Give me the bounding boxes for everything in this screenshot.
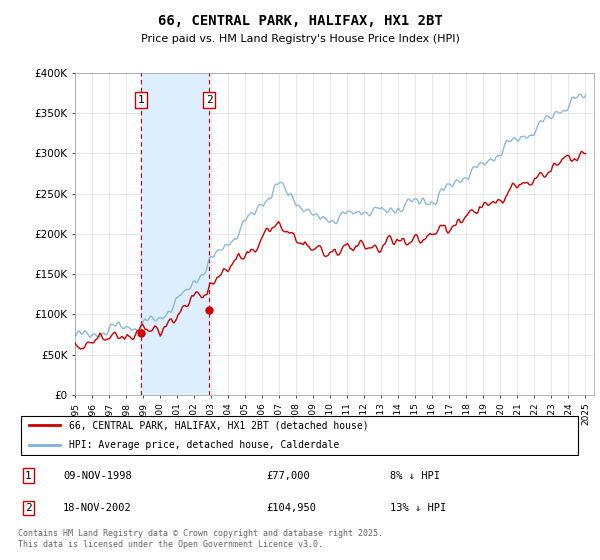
Text: 8% ↓ HPI: 8% ↓ HPI — [390, 471, 440, 480]
Text: 66, CENTRAL PARK, HALIFAX, HX1 2BT (detached house): 66, CENTRAL PARK, HALIFAX, HX1 2BT (deta… — [69, 421, 368, 430]
Text: 2: 2 — [206, 95, 212, 105]
Text: £77,000: £77,000 — [266, 471, 310, 480]
Text: 09-NOV-1998: 09-NOV-1998 — [63, 471, 132, 480]
Text: HPI: Average price, detached house, Calderdale: HPI: Average price, detached house, Cald… — [69, 441, 339, 450]
FancyBboxPatch shape — [21, 416, 578, 455]
Text: £104,950: £104,950 — [266, 503, 316, 513]
Text: 18-NOV-2002: 18-NOV-2002 — [63, 503, 132, 513]
Text: 66, CENTRAL PARK, HALIFAX, HX1 2BT: 66, CENTRAL PARK, HALIFAX, HX1 2BT — [158, 14, 442, 28]
Text: 2: 2 — [25, 503, 32, 513]
Text: Contains HM Land Registry data © Crown copyright and database right 2025.
This d: Contains HM Land Registry data © Crown c… — [18, 529, 383, 549]
Bar — [140, 73, 209, 395]
Text: 1: 1 — [137, 95, 144, 105]
Text: Price paid vs. HM Land Registry's House Price Index (HPI): Price paid vs. HM Land Registry's House … — [140, 34, 460, 44]
Text: 13% ↓ HPI: 13% ↓ HPI — [390, 503, 446, 513]
Text: 1: 1 — [25, 471, 32, 480]
